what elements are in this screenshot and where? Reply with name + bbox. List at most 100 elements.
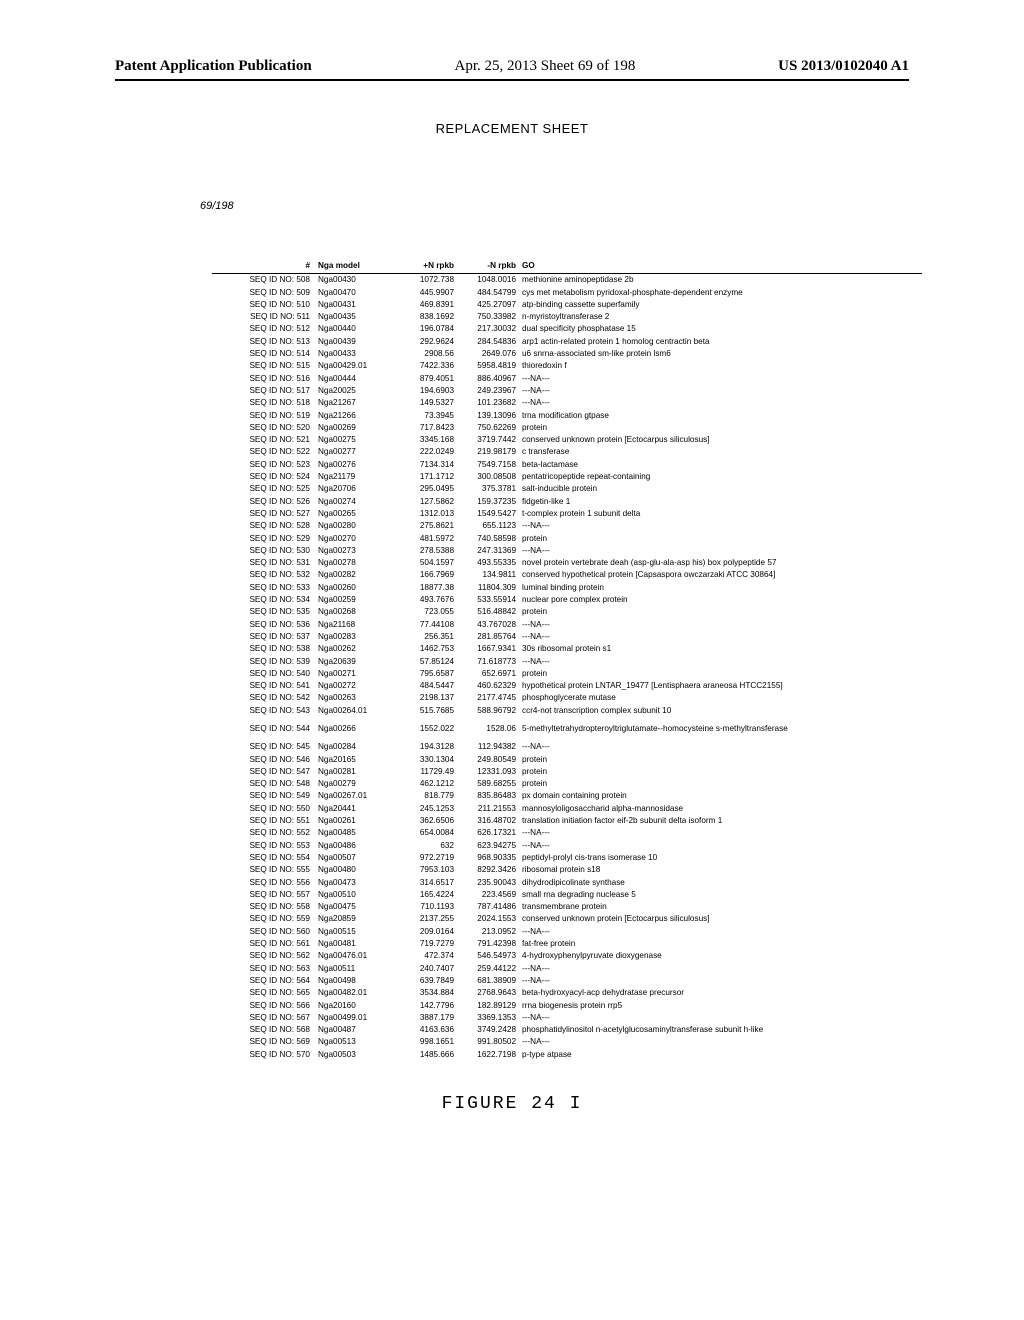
cell-go: protein (522, 766, 922, 778)
table-row: SEQ ID NO: 513Nga00439292.9624284.54836a… (212, 336, 922, 348)
cell-n1: 245.1253 (396, 803, 458, 815)
table-row: SEQ ID NO: 508Nga004301072.7381048.0016m… (212, 274, 922, 286)
cell-n1: 2908.56 (396, 348, 458, 360)
cell-n1: 127.5862 (396, 496, 458, 508)
cell-model: Nga00271 (318, 668, 396, 680)
cell-n2: 235.90043 (458, 877, 522, 889)
cell-n1: 194.3128 (396, 741, 458, 753)
cell-seq: SEQ ID NO: 508 (212, 274, 318, 286)
cell-n2: 546.54973 (458, 950, 522, 962)
cell-n1: 3887.179 (396, 1012, 458, 1024)
cell-n1: 445.9907 (396, 287, 458, 299)
cell-model: Nga00511 (318, 963, 396, 975)
cell-n2: 71.618773 (458, 656, 522, 668)
cell-go: ---NA--- (522, 631, 922, 643)
cell-n1: 330.1304 (396, 754, 458, 766)
table-row: SEQ ID NO: 551Nga00261362.6506316.48702t… (212, 815, 922, 827)
cell-n1: 149.5327 (396, 397, 458, 409)
cell-n2: 217.30032 (458, 323, 522, 335)
cell-model: Nga00480 (318, 864, 396, 876)
cell-go: 4-hydroxyphenylpyruvate dioxygenase (522, 950, 922, 962)
cell-seq: SEQ ID NO: 546 (212, 754, 318, 766)
cell-go: ---NA--- (522, 840, 922, 852)
cell-go: salt-inducible protein (522, 483, 922, 495)
cell-go: fidgetin-like 1 (522, 496, 922, 508)
cell-n1: 11729.49 (396, 766, 458, 778)
cell-go: phosphoglycerate mutase (522, 692, 922, 704)
table-row: SEQ ID NO: 516Nga00444879.4051886.40967-… (212, 373, 922, 385)
cell-go: peptidyl-prolyl cis-trans isomerase 10 (522, 852, 922, 864)
cell-model: Nga00272 (318, 680, 396, 692)
cell-seq: SEQ ID NO: 565 (212, 987, 318, 999)
cell-n1: 654.0084 (396, 827, 458, 839)
cell-n1: 462.1212 (396, 778, 458, 790)
cell-seq: SEQ ID NO: 561 (212, 938, 318, 950)
cell-n1: 209.0164 (396, 926, 458, 938)
cell-n2: 1528.06 (458, 723, 522, 735)
table-row: SEQ ID NO: 525Nga20706295.0495375.3781sa… (212, 483, 922, 495)
cell-n1: 196.0784 (396, 323, 458, 335)
cell-seq: SEQ ID NO: 567 (212, 1012, 318, 1024)
cell-n2: 112.94382 (458, 741, 522, 753)
cell-n2: 249.23967 (458, 385, 522, 397)
cell-seq: SEQ ID NO: 570 (212, 1049, 318, 1061)
cell-go: cys met metabolism pyridoxal-phosphate-d… (522, 287, 922, 299)
cell-model: Nga00276 (318, 459, 396, 471)
cell-n2: 1048.0016 (458, 274, 522, 286)
cell-n1: 73.3945 (396, 410, 458, 422)
page-header: Patent Application Publication Apr. 25, … (0, 0, 1024, 75)
cell-n1: 818.779 (396, 790, 458, 802)
table-row: SEQ ID NO: 535Nga00268723.055516.48842pr… (212, 606, 922, 618)
cell-n2: 223.4569 (458, 889, 522, 901)
cell-model: Nga00260 (318, 582, 396, 594)
cell-go: methionine aminopeptidase 2b (522, 274, 922, 286)
table-row: SEQ ID NO: 560Nga00515209.0164213.0952--… (212, 926, 922, 938)
cell-n1: 481.5972 (396, 533, 458, 545)
cell-n1: 710.1193 (396, 901, 458, 913)
cell-seq: SEQ ID NO: 544 (212, 723, 318, 735)
cell-seq: SEQ ID NO: 529 (212, 533, 318, 545)
cell-seq: SEQ ID NO: 558 (212, 901, 318, 913)
cell-model: Nga00503 (318, 1049, 396, 1061)
cell-n2: 533.55914 (458, 594, 522, 606)
cell-n2: 259.44122 (458, 963, 522, 975)
cell-model: Nga00259 (318, 594, 396, 606)
cell-go: ---NA--- (522, 520, 922, 532)
table-row: SEQ ID NO: 544Nga002661552.0221528.065-m… (212, 723, 922, 735)
table-row: SEQ ID NO: 569Nga00513998.1651991.80502-… (212, 1036, 922, 1048)
table-row: SEQ ID NO: 556Nga00473314.6517235.90043d… (212, 877, 922, 889)
cell-seq: SEQ ID NO: 557 (212, 889, 318, 901)
table-body: SEQ ID NO: 508Nga004301072.7381048.0016m… (212, 274, 922, 1061)
header-right: US 2013/0102040 A1 (778, 58, 909, 75)
cell-go: protein (522, 778, 922, 790)
table-row: SEQ ID NO: 540Nga00271795.6587652.6971pr… (212, 668, 922, 680)
cell-seq: SEQ ID NO: 528 (212, 520, 318, 532)
cell-go: ---NA--- (522, 397, 922, 409)
table-row: SEQ ID NO: 555Nga004807953.1038292.3426r… (212, 864, 922, 876)
cell-go: ---NA--- (522, 741, 922, 753)
cell-n1: 2198.137 (396, 692, 458, 704)
cell-seq: SEQ ID NO: 535 (212, 606, 318, 618)
cell-seq: SEQ ID NO: 533 (212, 582, 318, 594)
cell-n1: 1312.013 (396, 508, 458, 520)
table-row: SEQ ID NO: 518Nga21267149.5327101.23682-… (212, 397, 922, 409)
cell-model: Nga20441 (318, 803, 396, 815)
table-row: SEQ ID NO: 537Nga00283256.351281.85764--… (212, 631, 922, 643)
cell-go: beta-hydroxyacyl-acp dehydratase precurs… (522, 987, 922, 999)
table-row: SEQ ID NO: 509Nga00470445.9907484.54799c… (212, 287, 922, 299)
cell-seq: SEQ ID NO: 536 (212, 619, 318, 631)
table-row: SEQ ID NO: 558Nga00475710.1193787.41486t… (212, 901, 922, 913)
cell-seq: SEQ ID NO: 531 (212, 557, 318, 569)
cell-go: 5-methyltetrahydropteroyltriglutamate--h… (522, 723, 922, 735)
cell-model: Nga00485 (318, 827, 396, 839)
cell-model: Nga00267.01 (318, 790, 396, 802)
cell-n2: 484.54799 (458, 287, 522, 299)
cell-n2: 968.90335 (458, 852, 522, 864)
cell-n2: 11804.309 (458, 582, 522, 594)
th-model: Nga model (318, 260, 396, 272)
cell-go: nuclear pore complex protein (522, 594, 922, 606)
cell-n2: 791.42398 (458, 938, 522, 950)
cell-model: Nga00263 (318, 692, 396, 704)
cell-model: Nga00283 (318, 631, 396, 643)
cell-model: Nga00429.01 (318, 360, 396, 372)
